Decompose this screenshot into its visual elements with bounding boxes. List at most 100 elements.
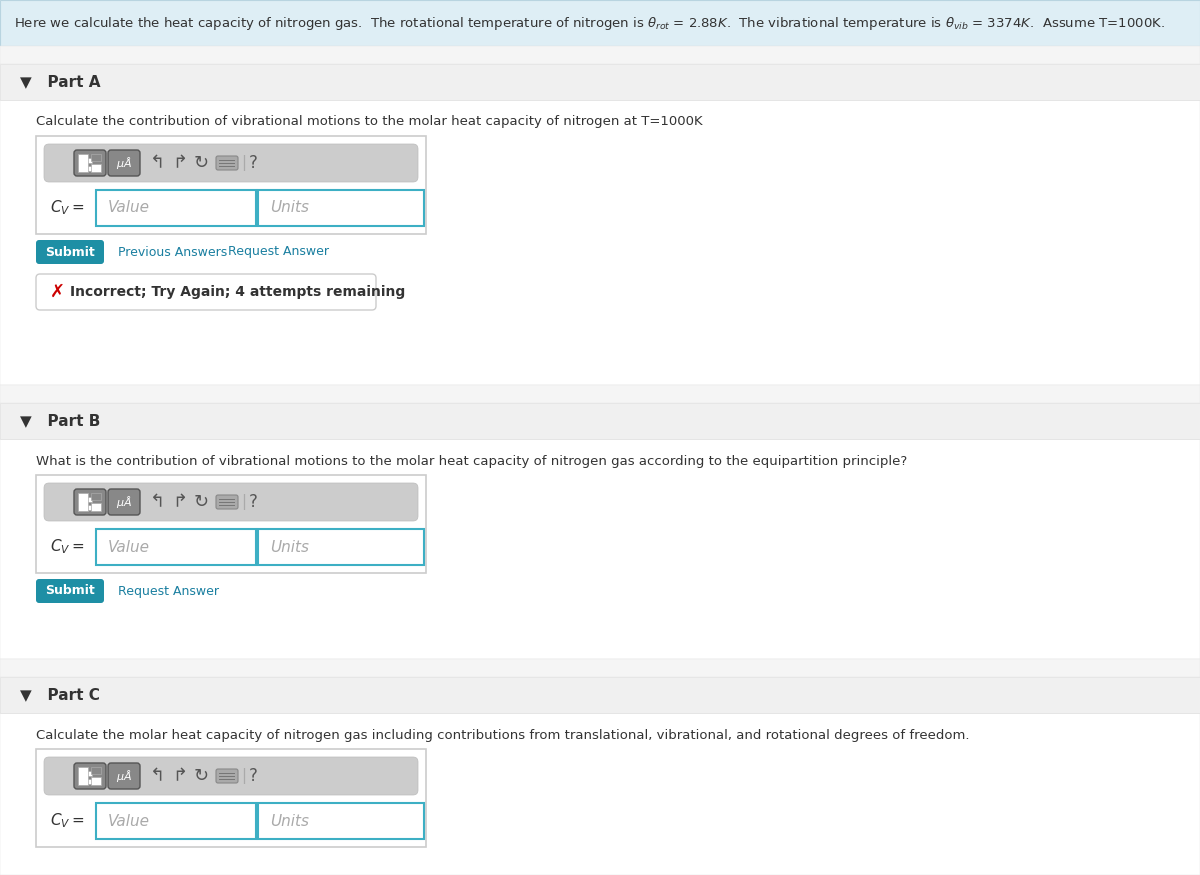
Text: ✗: ✗	[50, 283, 65, 301]
Bar	[220, 505, 235, 506]
Bar	[79, 771, 84, 776]
Bar	[78, 493, 88, 511]
Bar	[220, 499, 235, 500]
Text: Submit: Submit	[46, 246, 95, 258]
Bar	[220, 773, 235, 774]
Text: ▼   Part C: ▼ Part C	[20, 688, 100, 703]
Text: Units: Units	[270, 200, 310, 215]
Bar	[220, 163, 235, 164]
Text: ↱: ↱	[172, 493, 187, 511]
Text: ↻: ↻	[194, 493, 209, 511]
Bar	[88, 779, 92, 784]
Text: |: |	[241, 155, 246, 171]
Text: $\mu\AA$: $\mu\AA$	[116, 768, 132, 784]
Text: ↻: ↻	[194, 154, 209, 172]
Text: Here we calculate the heat capacity of nitrogen gas.  The rotational temperature: Here we calculate the heat capacity of n…	[14, 15, 1165, 32]
Bar	[258, 190, 424, 226]
Bar	[0, 0, 1200, 46]
Text: Submit: Submit	[46, 584, 95, 598]
Text: Value: Value	[108, 540, 150, 555]
Bar	[220, 779, 235, 780]
Text: ↱: ↱	[172, 154, 187, 172]
Bar	[79, 505, 84, 510]
Bar	[0, 677, 1200, 713]
Bar	[91, 777, 101, 785]
Bar	[36, 475, 426, 573]
FancyBboxPatch shape	[108, 763, 140, 789]
Bar	[79, 158, 84, 163]
Text: $\mu\AA$: $\mu\AA$	[116, 155, 132, 171]
FancyBboxPatch shape	[74, 150, 106, 176]
FancyBboxPatch shape	[36, 240, 104, 264]
Text: ↻: ↻	[194, 767, 209, 785]
Text: ▼   Part A: ▼ Part A	[20, 74, 101, 89]
Text: Calculate the molar heat capacity of nitrogen gas including contributions from t: Calculate the molar heat capacity of nit…	[36, 729, 970, 741]
Text: Calculate the contribution of vibrational motions to the molar heat capacity of : Calculate the contribution of vibrationa…	[36, 116, 703, 129]
FancyBboxPatch shape	[36, 274, 376, 310]
Bar	[88, 158, 92, 163]
Bar	[88, 505, 92, 510]
Text: Value: Value	[108, 200, 150, 215]
FancyBboxPatch shape	[216, 769, 238, 783]
Bar	[88, 166, 92, 171]
Text: $C_V =$: $C_V =$	[50, 537, 84, 556]
FancyBboxPatch shape	[74, 489, 106, 515]
Text: $\mu\AA$: $\mu\AA$	[116, 494, 132, 510]
Text: ↰: ↰	[150, 767, 166, 785]
Bar	[96, 190, 256, 226]
Bar	[96, 529, 256, 565]
Text: ↱: ↱	[172, 767, 187, 785]
Bar	[0, 100, 1200, 385]
Bar	[0, 713, 1200, 875]
FancyBboxPatch shape	[74, 763, 106, 789]
FancyBboxPatch shape	[108, 150, 140, 176]
Text: Previous Answers: Previous Answers	[118, 246, 227, 258]
Bar	[79, 166, 84, 171]
Bar	[0, 659, 1200, 677]
Bar	[220, 775, 235, 777]
Bar	[96, 803, 256, 839]
Bar	[0, 64, 1200, 100]
FancyBboxPatch shape	[36, 579, 104, 603]
Bar	[258, 529, 424, 565]
Text: Request Answer: Request Answer	[118, 584, 220, 598]
Bar	[88, 771, 92, 776]
Text: ?: ?	[250, 154, 258, 172]
Text: What is the contribution of vibrational motions to the molar heat capacity of ni: What is the contribution of vibrational …	[36, 454, 907, 467]
Bar	[91, 164, 101, 172]
Bar	[79, 497, 84, 502]
FancyBboxPatch shape	[44, 144, 418, 182]
Bar	[0, 403, 1200, 439]
FancyBboxPatch shape	[216, 156, 238, 170]
Bar	[258, 803, 424, 839]
Bar	[0, 46, 1200, 64]
Text: ?: ?	[250, 767, 258, 785]
Bar	[91, 767, 101, 774]
Bar	[0, 385, 1200, 403]
Text: Units: Units	[270, 814, 310, 829]
Bar	[78, 767, 88, 785]
Bar	[91, 503, 101, 511]
Bar	[0, 439, 1200, 659]
Bar	[88, 497, 92, 502]
Bar	[220, 159, 235, 161]
Text: ↰: ↰	[150, 493, 166, 511]
Text: |: |	[241, 494, 246, 510]
Text: Request Answer: Request Answer	[228, 246, 329, 258]
Bar	[220, 501, 235, 503]
Text: |: |	[241, 768, 246, 784]
FancyBboxPatch shape	[44, 483, 418, 521]
Text: ?: ?	[250, 493, 258, 511]
FancyBboxPatch shape	[108, 489, 140, 515]
FancyBboxPatch shape	[44, 757, 418, 795]
Text: $C_V =$: $C_V =$	[50, 199, 84, 217]
Bar	[91, 493, 101, 500]
Text: Value: Value	[108, 814, 150, 829]
Bar	[36, 136, 426, 234]
Text: Incorrect; Try Again; 4 attempts remaining: Incorrect; Try Again; 4 attempts remaini…	[70, 285, 406, 299]
Text: ↰: ↰	[150, 154, 166, 172]
Bar	[78, 154, 88, 172]
Bar	[220, 165, 235, 167]
Bar	[36, 749, 426, 847]
Text: ▼   Part B: ▼ Part B	[20, 414, 101, 429]
